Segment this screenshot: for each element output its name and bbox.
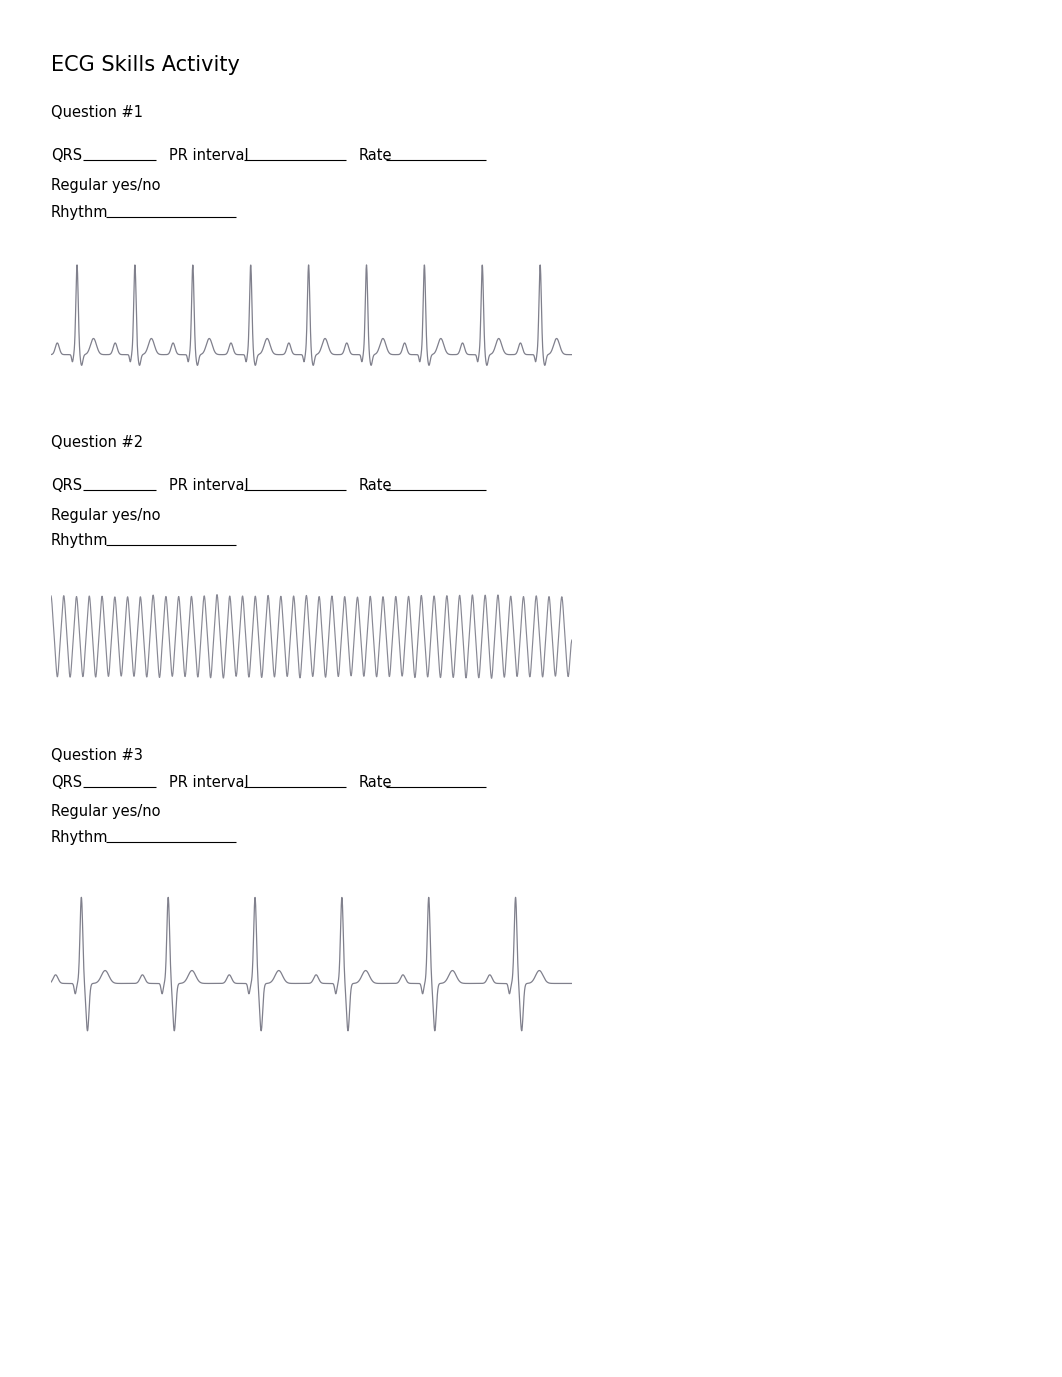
- Text: Rhythm: Rhythm: [51, 830, 108, 845]
- Text: Question #1: Question #1: [51, 105, 143, 120]
- Text: QRS: QRS: [51, 775, 82, 790]
- Text: PR interval: PR interval: [169, 147, 249, 162]
- Text: Rhythm: Rhythm: [51, 205, 108, 220]
- Text: Regular yes/no: Regular yes/no: [51, 508, 160, 523]
- Text: PR interval: PR interval: [169, 478, 249, 493]
- Text: QRS: QRS: [51, 147, 82, 162]
- Text: ECG Skills Activity: ECG Skills Activity: [51, 55, 240, 74]
- Text: Rhythm: Rhythm: [51, 533, 108, 548]
- Text: Rate: Rate: [359, 478, 393, 493]
- Text: Regular yes/no: Regular yes/no: [51, 804, 160, 819]
- Text: Rate: Rate: [359, 147, 393, 162]
- Text: Rate: Rate: [359, 775, 393, 790]
- Text: Question #3: Question #3: [51, 748, 143, 763]
- Text: QRS: QRS: [51, 478, 82, 493]
- Text: PR interval: PR interval: [169, 775, 249, 790]
- Text: Question #2: Question #2: [51, 435, 143, 450]
- Text: Regular yes/no: Regular yes/no: [51, 178, 160, 193]
